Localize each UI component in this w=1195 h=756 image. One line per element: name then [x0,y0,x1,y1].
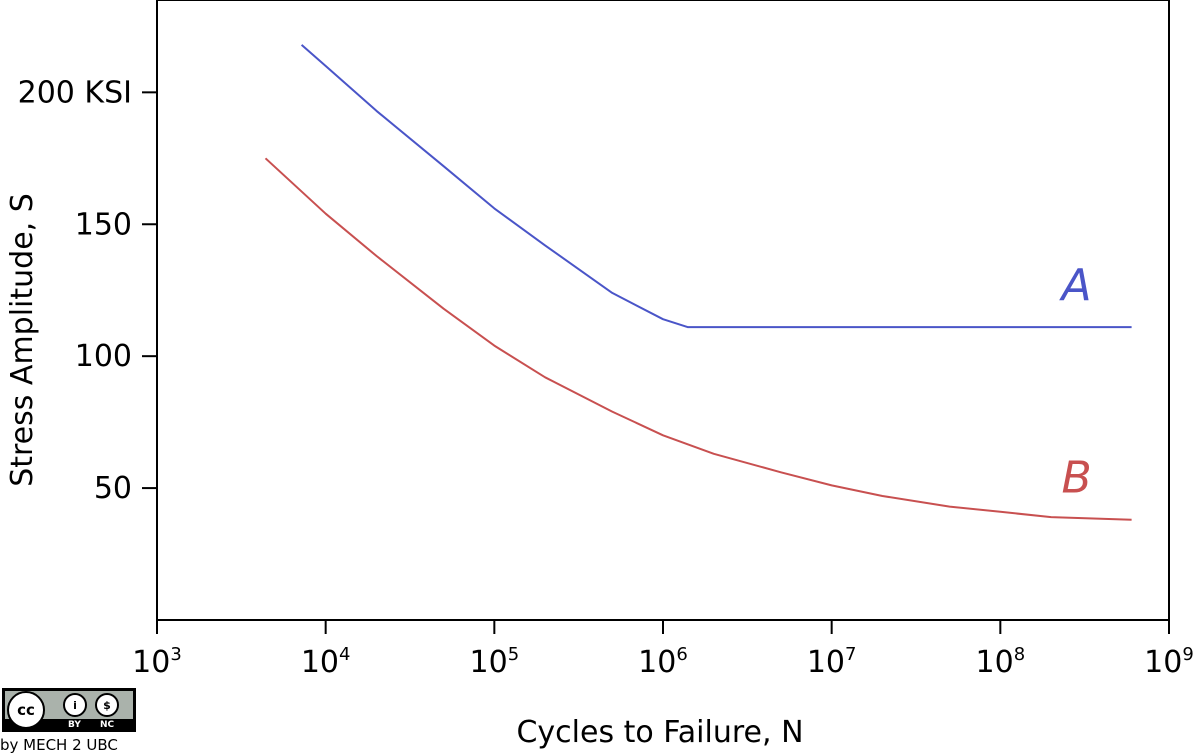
x-tick-label: 109 [1144,644,1194,680]
y-tick-label: 150 [75,207,132,242]
y-tick-label: 100 [75,339,132,374]
plot-area-frame [156,0,1170,621]
noncommercial-icon: $ [95,693,119,717]
cc-icon: cc [7,691,45,729]
x-tick-label: 106 [638,644,688,680]
series-line-a [300,44,1132,329]
y-axis-ticks: 50 100 150 200 KSI [18,75,157,506]
license-credit: by MECH 2 UBC [0,736,118,754]
x-tick-label: 103 [132,644,182,680]
y-axis-title: Stress Amplitude, S [5,193,40,487]
series-lines: AB [264,44,1132,521]
y-tick-label: 50 [94,471,132,506]
by-label: BY [68,720,81,730]
x-tick-label: 104 [301,644,351,680]
series-label-a: A [1059,260,1092,311]
cc-badge-box: cc i $ BY NC [2,688,136,732]
series-label-b: B [1061,453,1091,504]
x-axis-title: Cycles to Failure, N [516,715,803,750]
x-tick-label: 105 [470,644,520,680]
y-tick-label: 200 KSI [18,75,132,110]
series-line-b [264,157,1132,521]
attribution-icon: i [63,693,87,717]
nc-label: NC [100,720,115,730]
cc-license-badge: cc i $ BY NC by MECH 2 UBC [0,686,140,756]
x-axis-ticks: 103 104 105 106 107 108 109 [132,620,1194,680]
x-tick-label: 107 [807,644,857,680]
x-tick-label: 108 [976,644,1026,680]
